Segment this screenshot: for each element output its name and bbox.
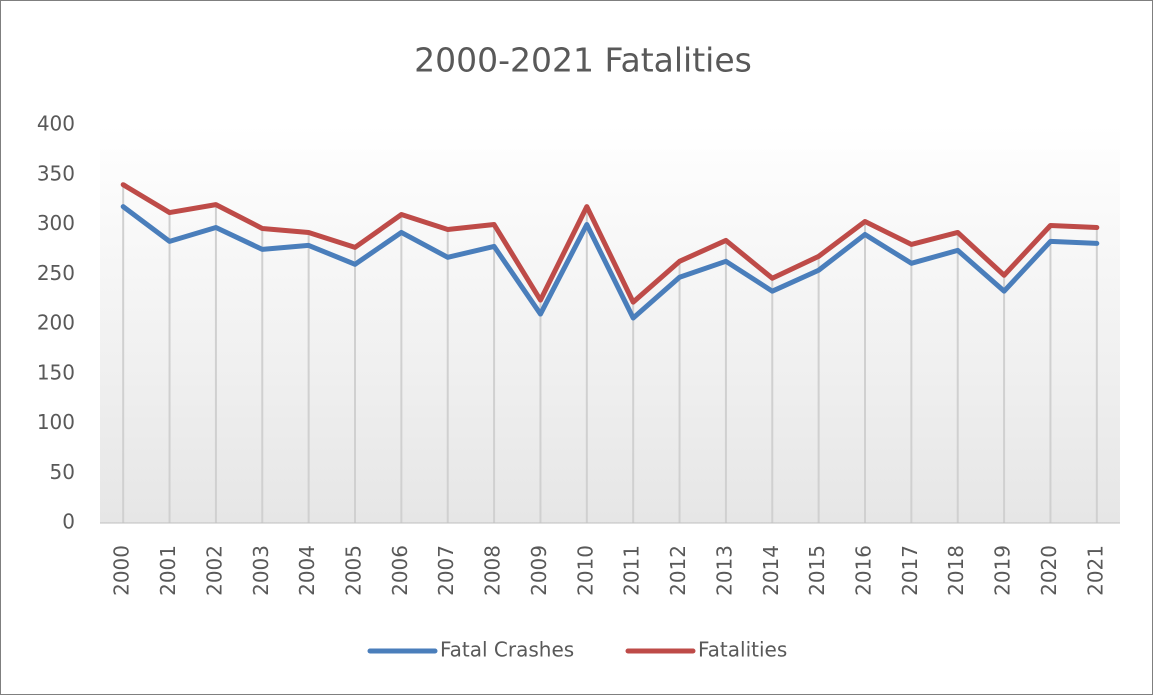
x-tick-label: 2003: [249, 545, 273, 596]
x-tick-label: 2016: [852, 545, 876, 596]
plot-area: [100, 125, 1120, 523]
y-tick-label: 150: [37, 360, 75, 384]
x-tick-label: 2007: [434, 545, 458, 596]
x-tick-label: 2000: [110, 545, 134, 596]
x-tick-label: 2010: [573, 545, 597, 596]
y-tick-label: 250: [37, 261, 75, 285]
x-tick-label: 2002: [202, 545, 226, 596]
x-tick-label: 2015: [805, 545, 829, 596]
y-tick-label: 350: [37, 161, 75, 185]
y-tick-label: 100: [37, 410, 75, 434]
y-tick-label: 400: [37, 112, 75, 136]
series-line: [120, 182, 1100, 305]
x-tick-label: 2004: [295, 545, 319, 596]
x-tick-label: 2020: [1037, 545, 1061, 596]
chart-title: 2000-2021 Fatalities: [414, 41, 752, 80]
x-tick-label: 2018: [944, 545, 968, 596]
x-tick-label: 2019: [991, 545, 1015, 596]
x-tick-label: 2013: [712, 545, 736, 596]
x-tick-label: 2017: [898, 545, 922, 596]
y-tick-label: 300: [37, 211, 75, 235]
x-tick-label: 2014: [759, 545, 783, 596]
x-tick-label: 2005: [342, 545, 366, 596]
x-tick-label: 2008: [481, 545, 505, 596]
series-line: [120, 204, 1100, 321]
legend-label: Fatalities: [698, 638, 787, 662]
legend-label: Fatal Crashes: [440, 638, 574, 662]
x-tick-label: 2012: [666, 545, 690, 596]
x-tick-label: 2011: [620, 545, 644, 596]
y-tick-label: 200: [37, 311, 75, 335]
x-tick-label: 2006: [388, 545, 412, 596]
x-tick-label: 2021: [1083, 545, 1107, 596]
y-tick-label: 50: [50, 460, 75, 484]
y-tick-label: 0: [62, 510, 75, 534]
x-tick-label: 2001: [156, 545, 180, 596]
x-tick-label: 2009: [527, 545, 551, 596]
